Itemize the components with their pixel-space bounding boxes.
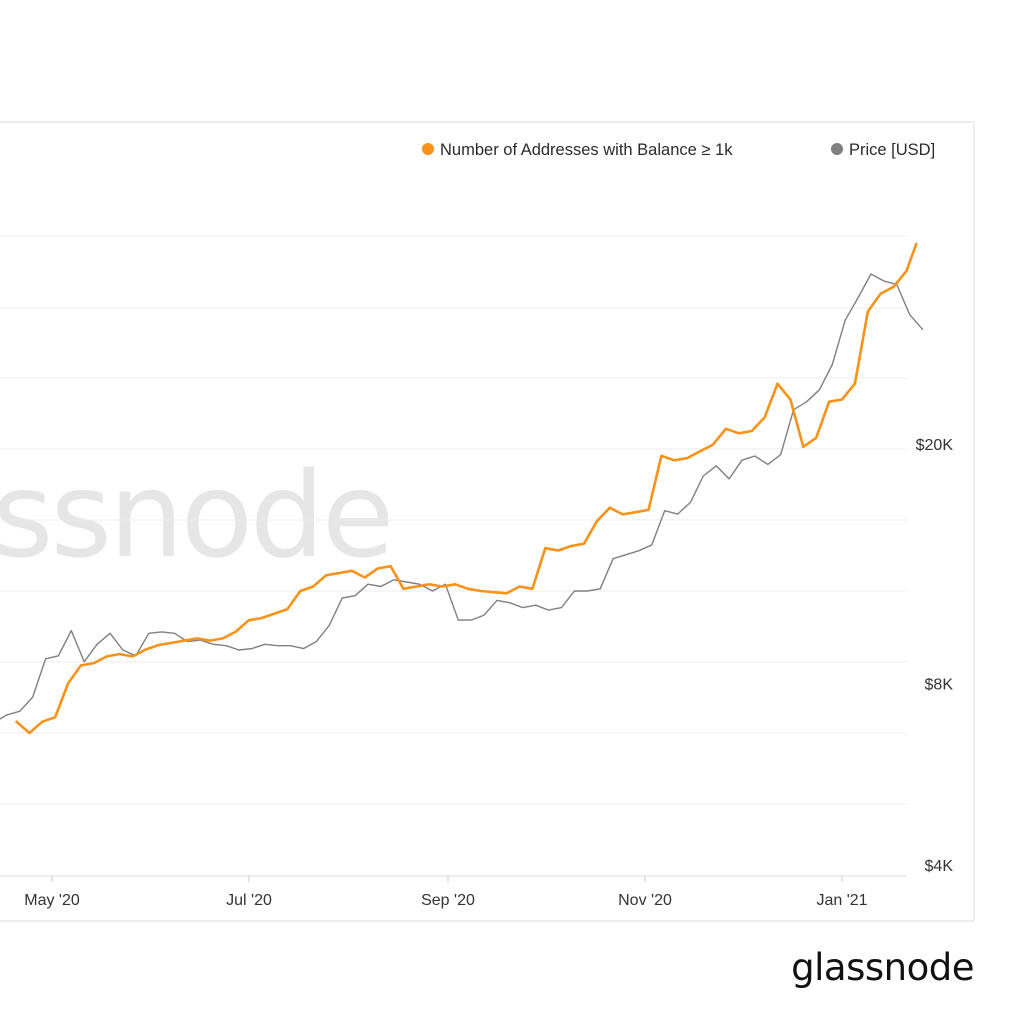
x-tick-label: Jul '20 [226, 892, 272, 909]
y-axis-ticks: $20K $8K $4K [916, 437, 954, 875]
y-tick-label: $4K [925, 858, 954, 875]
legend-label: Price [USD] [849, 141, 935, 159]
y-tick-label: $8K [925, 677, 954, 694]
x-axis-ticks: May '20 Jul '20 Sep '20 Nov '20 Jan '21 [24, 876, 868, 909]
addresses-series-line [15, 242, 918, 735]
legend-label: Number of Addresses with Balance ≥ 1k [440, 141, 733, 159]
legend-marker [831, 143, 843, 155]
legend: Number of Addresses with Balance ≥ 1k Pri… [422, 141, 935, 159]
y-tick-label: $20K [916, 437, 954, 454]
price-series-line [0, 273, 924, 720]
x-tick-label: Nov '20 [618, 892, 672, 909]
x-tick-label: May '20 [24, 892, 80, 909]
plot-frame [0, 121, 975, 922]
grid [0, 235, 907, 805]
x-tick-label: Sep '20 [421, 892, 475, 909]
glassnode-logo: glassnode [791, 946, 974, 989]
legend-marker [422, 143, 434, 155]
x-tick-label: Jan '21 [816, 892, 867, 909]
watermark-text: ssnode [0, 446, 391, 584]
series-layer [0, 242, 924, 735]
